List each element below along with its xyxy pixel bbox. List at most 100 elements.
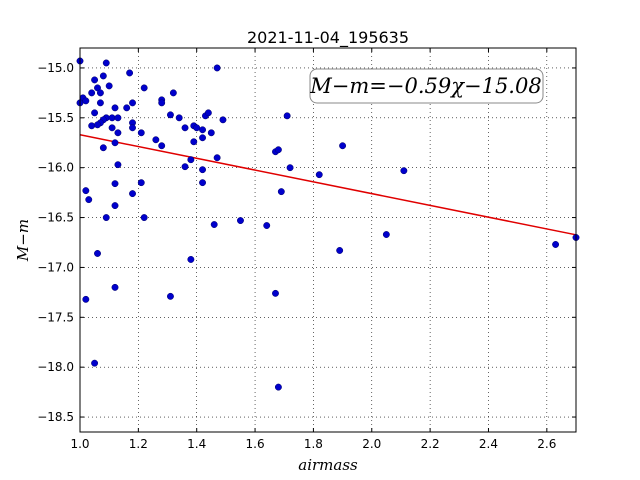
y-tick-label: −17.5 (37, 310, 74, 324)
data-point (158, 142, 166, 150)
data-point (111, 139, 119, 147)
data-point (140, 214, 148, 222)
data-point (108, 124, 116, 132)
data-point (199, 126, 206, 134)
data-point (286, 164, 294, 172)
data-point (88, 122, 96, 130)
fit-equation-legend: M−m=−0.59χ−15.08 (309, 68, 544, 104)
x-tick-label: 2.6 (537, 437, 556, 451)
data-point (204, 109, 212, 117)
data-point (114, 161, 122, 169)
data-point (199, 134, 206, 142)
y-tick-label: −15.0 (37, 61, 74, 75)
fit-line-layer (79, 134, 577, 236)
data-point (88, 89, 96, 97)
data-point (199, 166, 206, 174)
data-point (382, 231, 390, 238)
x-tick-label: 1.0 (70, 437, 89, 451)
y-tick-label: −16.0 (37, 161, 74, 175)
data-point (552, 241, 560, 248)
data-point (114, 129, 122, 137)
y-tick-label: −16.5 (37, 211, 74, 225)
x-tick-label: 2.2 (421, 437, 440, 451)
data-point (187, 255, 195, 263)
data-point (193, 124, 201, 132)
data-point (315, 171, 323, 179)
fit-line (79, 134, 577, 236)
data-point (166, 111, 174, 119)
data-point (82, 187, 90, 195)
data-point (91, 76, 99, 84)
data-point (175, 114, 183, 122)
fit-equation-text: M−m=−0.59χ−15.08 (309, 74, 541, 98)
data-point (274, 383, 282, 391)
x-axis-label: airmass (298, 456, 358, 474)
data-point (140, 84, 148, 92)
data-point (152, 136, 160, 144)
data-point (158, 99, 166, 107)
data-point (129, 99, 136, 107)
data-point (263, 222, 271, 229)
data-point (123, 104, 131, 112)
data-point (339, 142, 347, 150)
data-point (129, 124, 136, 132)
data-point (96, 99, 104, 107)
data-point (199, 179, 206, 187)
data-point (91, 359, 99, 367)
legend-box (309, 68, 544, 104)
data-point (126, 69, 134, 77)
data-point (102, 214, 110, 222)
data-point (94, 250, 101, 257)
y-tick-label: −17.0 (37, 260, 74, 274)
data-point (85, 196, 93, 204)
y-tick-label: −18.0 (37, 360, 74, 374)
y-axis-label: M−m (14, 219, 32, 262)
data-point (102, 59, 110, 67)
data-point (187, 156, 195, 164)
data-point (91, 109, 99, 117)
x-tick-label: 2.4 (479, 437, 498, 451)
data-point (99, 144, 107, 152)
data-point (272, 289, 279, 297)
data-point (94, 121, 101, 129)
data-point (166, 292, 174, 300)
data-points (76, 57, 580, 391)
data-point (213, 154, 221, 162)
plot-frame (79, 47, 577, 433)
x-tick-label: 1.8 (304, 437, 323, 451)
x-tick-label: 1.2 (129, 437, 148, 451)
data-point (82, 97, 90, 105)
data-point (190, 138, 198, 146)
data-point (277, 188, 285, 196)
data-point (96, 89, 104, 97)
y-tick-label: −18.5 (37, 410, 74, 424)
data-point (129, 190, 136, 198)
data-point (82, 295, 90, 303)
data-point (400, 167, 408, 175)
x-tick-label: 2.0 (362, 437, 381, 451)
data-point (111, 180, 119, 188)
grid-lines (79, 48, 576, 432)
data-point (181, 163, 189, 171)
data-point (169, 89, 177, 97)
x-tick-label: 1.4 (187, 437, 206, 451)
chart-title: 2021-11-04_195635 (247, 28, 409, 48)
data-point (99, 72, 107, 80)
data-point (213, 64, 221, 72)
data-point (111, 202, 119, 210)
data-point (207, 129, 215, 137)
data-point (181, 124, 189, 132)
data-point (336, 247, 344, 254)
data-point (283, 112, 291, 120)
data-point (219, 116, 227, 124)
data-point (137, 129, 145, 137)
y-tick-label: −15.5 (37, 111, 74, 125)
data-point (237, 217, 244, 225)
data-point (210, 221, 218, 228)
data-point (111, 104, 119, 112)
data-point (274, 146, 282, 154)
data-point (111, 283, 119, 291)
data-point (137, 179, 145, 187)
axis-ticks: 1.0 1.2 1.4 1.6 1.8 2.0 2.2 2.4 2.6 −15.0 −15.5 −16… (37, 48, 576, 451)
